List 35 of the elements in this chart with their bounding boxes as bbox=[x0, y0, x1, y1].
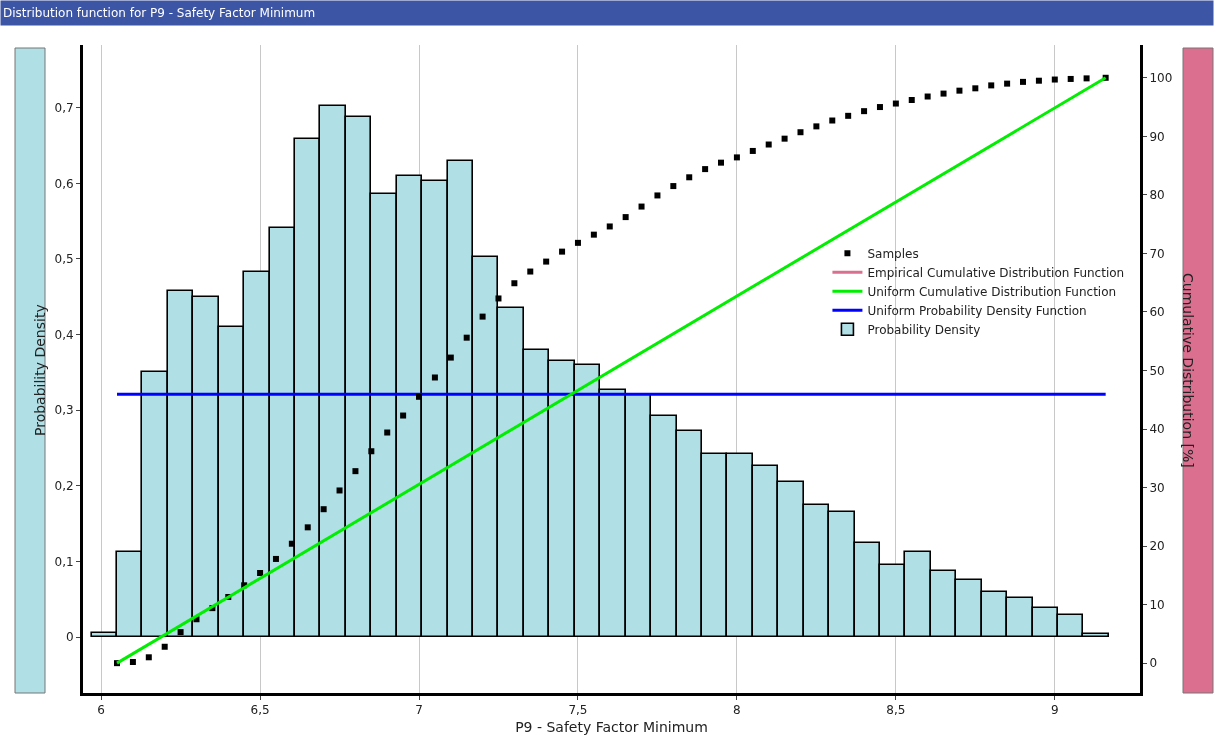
y2-tick-label: 60 bbox=[1149, 305, 1165, 320]
y-axis-title: Probability Density bbox=[32, 304, 48, 436]
legend-label: Probability Density bbox=[867, 322, 981, 337]
x-tick-label: 6,5 bbox=[250, 703, 270, 718]
x-tick-label: 9 bbox=[1050, 703, 1059, 718]
y-tick-label: 0 bbox=[65, 630, 74, 645]
legend-label: Uniform Probability Density Function bbox=[867, 303, 1087, 318]
y2-tick-label: 10 bbox=[1149, 597, 1165, 612]
x-tick-label: 6 bbox=[97, 703, 105, 718]
legend-label: Uniform Cumulative Distribution Function bbox=[867, 284, 1117, 299]
y2-axis-title: Cumulative Distribution [%] bbox=[1180, 273, 1196, 468]
y2-tick-label: 90 bbox=[1149, 129, 1165, 144]
y2-tick-label: 0 bbox=[1149, 656, 1158, 671]
y2-tick-label: 20 bbox=[1149, 539, 1165, 554]
legend-label: Empirical Cumulative Distribution Function bbox=[867, 265, 1125, 280]
chart-title: Distribution function for P9 - Safety Factor Minimum bbox=[3, 6, 316, 20]
y2-tick-label: 40 bbox=[1149, 422, 1165, 437]
x-tick-label: 7 bbox=[415, 703, 423, 718]
x-tick-label: 8 bbox=[733, 703, 741, 718]
y2-tick-label: 30 bbox=[1149, 480, 1165, 495]
y2-tick-label: 80 bbox=[1149, 188, 1165, 203]
y-tick-label: 0,4 bbox=[54, 327, 74, 342]
y-tick-label: 0,6 bbox=[54, 176, 74, 191]
y-tick-label: 0,1 bbox=[54, 554, 74, 569]
x-tick-label: 8,5 bbox=[886, 703, 906, 718]
legend-label: Samples bbox=[867, 246, 919, 261]
y2-tick-label: 100 bbox=[1149, 70, 1173, 85]
y-tick-label: 0,2 bbox=[54, 479, 74, 494]
y-tick-label: 0,3 bbox=[54, 403, 74, 418]
y-tick-label: 0,5 bbox=[54, 252, 74, 267]
x-tick-label: 7,5 bbox=[568, 703, 588, 718]
y2-tick-label: 70 bbox=[1149, 246, 1165, 261]
x-axis-title: P9 - Safety Factor Minimum bbox=[515, 718, 708, 735]
y2-tick-label: 50 bbox=[1149, 363, 1165, 378]
y-tick-label: 0,7 bbox=[54, 100, 74, 115]
